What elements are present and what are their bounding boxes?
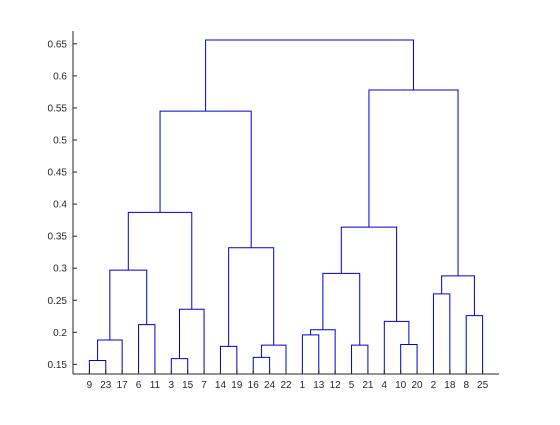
dendrogram-link	[88, 360, 107, 374]
leaf-label: 24	[264, 380, 276, 391]
x-axis-leaf-labels: 9 23 17 6 11 3 15 7 14 19 16 24 22 1 13 12 5 21 4 10 20 2 18 8 2…	[87, 370, 489, 391]
leaf-label: 14	[215, 380, 227, 391]
dendrogram-links	[88, 39, 484, 374]
dendrogram-link	[351, 344, 369, 374]
leaf-label: 6	[136, 380, 142, 391]
dendrogram-link	[205, 39, 414, 112]
y-tick-label: 0.55	[48, 103, 68, 114]
dendrogram-link	[441, 275, 475, 316]
y-axis-ticks: 0.15 0.2 0.25 0.3 0.35 0.4 0.45 0.5 0.55 0.6 0.65	[48, 39, 77, 371]
y-tick-label: 0.45	[48, 168, 68, 179]
dendrogram-link	[310, 329, 336, 374]
dendrogram-link	[432, 293, 451, 374]
dendrogram-link	[138, 324, 156, 374]
leaf-label: 13	[313, 380, 325, 391]
leaf-label: 21	[362, 380, 374, 391]
y-tick-label: 0.4	[53, 200, 67, 211]
y-tick-label: 0.2	[53, 328, 67, 339]
dendrogram-link	[170, 358, 189, 374]
dendrogram-link	[127, 211, 193, 310]
axes	[72, 31, 499, 375]
y-tick-label: 0.65	[48, 39, 68, 50]
leaf-label: 1	[300, 380, 306, 391]
dendrogram-link	[159, 110, 252, 248]
leaf-label: 10	[395, 380, 407, 391]
y-tick-label: 0.6	[53, 71, 67, 82]
leaf-label: 12	[330, 380, 342, 391]
leaf-label: 4	[382, 380, 388, 391]
dendrogram-link	[228, 247, 275, 347]
dendrogram-link	[219, 345, 238, 374]
y-tick-label: 0.25	[48, 296, 68, 307]
dendrogram-link	[252, 356, 271, 374]
dendrogram-link	[340, 226, 398, 322]
dendrogram-link	[179, 308, 205, 374]
dendrogram-link	[322, 272, 361, 346]
dendrogram-link	[368, 89, 459, 276]
dendrogram-link	[260, 344, 287, 374]
leaf-label: 8	[463, 380, 469, 391]
y-tick-label: 0.5	[53, 135, 67, 146]
dendrogram-link	[383, 320, 410, 374]
leaf-label: 15	[182, 380, 194, 391]
dendrogram-link	[301, 334, 320, 374]
leaf-label: 2	[431, 380, 437, 391]
y-tick-label: 0.3	[53, 264, 67, 275]
dendrogram-link	[400, 344, 418, 374]
dendrogram-link	[465, 315, 484, 374]
leaf-label: 19	[231, 380, 243, 391]
dendrogram-link	[97, 339, 123, 374]
y-tick-label: 0.15	[48, 360, 68, 371]
leaf-label: 3	[169, 380, 175, 391]
leaf-label: 18	[444, 380, 456, 391]
leaf-label: 22	[280, 380, 292, 391]
dendrogram-link	[109, 269, 148, 341]
leaf-label: 5	[349, 380, 355, 391]
leaf-label: 25	[477, 380, 489, 391]
leaf-label: 20	[412, 380, 424, 391]
leaf-label: 17	[117, 380, 129, 391]
leaf-label: 9	[87, 380, 93, 391]
leaf-label: 7	[201, 380, 207, 391]
y-tick-label: 0.35	[48, 232, 68, 243]
leaf-label: 16	[248, 380, 260, 391]
leaf-label: 23	[100, 380, 112, 391]
leaf-label: 11	[150, 380, 161, 391]
